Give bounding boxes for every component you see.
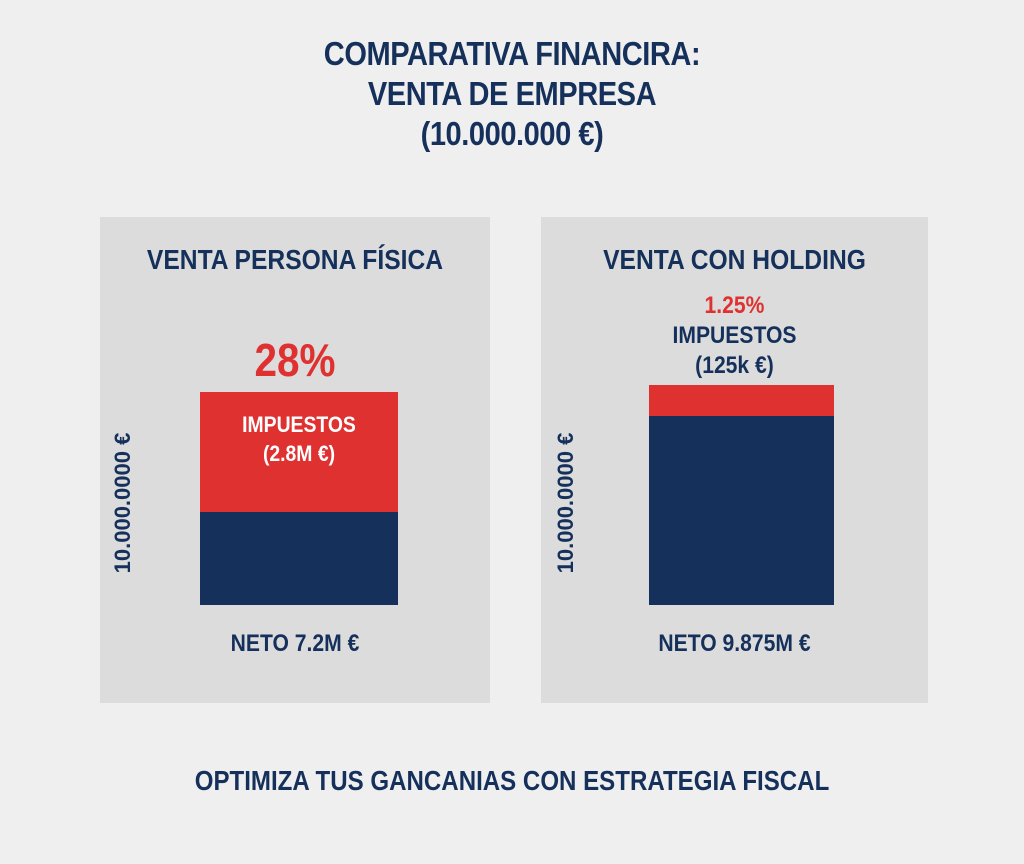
bar-segment-net bbox=[649, 416, 834, 605]
y-axis-label: 10.000.0000 € bbox=[553, 432, 578, 574]
stacked-bar bbox=[649, 385, 834, 605]
title-line-2: VENTA DE EMPRESA bbox=[367, 75, 657, 112]
bar-segment-tax bbox=[649, 385, 834, 416]
bar-segment-tax bbox=[200, 392, 398, 512]
title-line-3: (10.000.000 €) bbox=[420, 115, 604, 152]
panel-title: VENTA CON HOLDING bbox=[603, 244, 866, 275]
y-axis-label: 10.000.0000 € bbox=[110, 432, 135, 574]
panel-holding: VENTA CON HOLDING 10.000.0000 € 1.25% IM… bbox=[541, 217, 928, 703]
title-line-1: COMPARATIVA FINANCIRA: bbox=[323, 35, 701, 72]
tax-label: IMPUESTOS (2.8M €) bbox=[242, 412, 356, 466]
net-label: NETO 9.875M € bbox=[658, 630, 811, 657]
footer-tagline: OPTIMIZA TUS GANCANIAS CON ESTRATEGIA FI… bbox=[194, 765, 830, 796]
panel-title: VENTA PERSONA FÍSICA bbox=[146, 244, 444, 275]
stacked-bar: IMPUESTOS (2.8M €) bbox=[200, 392, 398, 605]
tax-percentage: 28% bbox=[254, 334, 336, 386]
net-label: NETO 7.2M € bbox=[230, 630, 360, 657]
tax-percentage: 1.25% bbox=[704, 292, 765, 319]
panel-persona-fisica: VENTA PERSONA FÍSICA 10.000.0000 € 28% I… bbox=[100, 217, 490, 703]
tax-label: 1.25% IMPUESTOS (125k €) bbox=[564, 291, 905, 381]
bar-segment-net bbox=[200, 512, 398, 605]
page-title: COMPARATIVA FINANCIRA: VENTA DE EMPRESA … bbox=[61, 34, 962, 154]
